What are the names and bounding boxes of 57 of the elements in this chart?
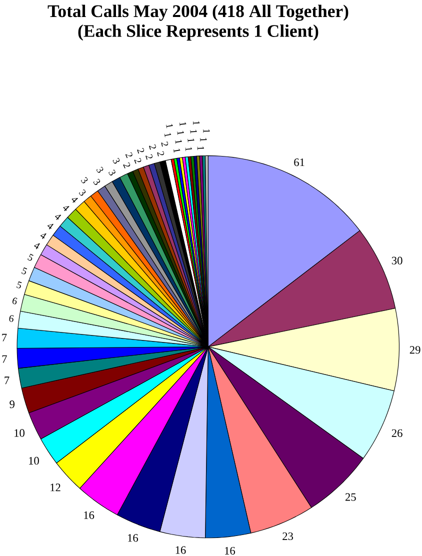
data-label: 1 — [175, 140, 182, 144]
data-label: 1 — [203, 129, 210, 133]
data-label: 2 — [134, 158, 142, 164]
data-label: 61 — [294, 158, 304, 166]
data-label: 4 — [47, 224, 54, 230]
data-label: 2 — [148, 144, 156, 150]
data-label: 1 — [200, 138, 207, 142]
data-label: 7 — [4, 376, 10, 384]
data-label: 3 — [80, 177, 88, 184]
data-label: 4 — [63, 206, 70, 212]
data-label: 3 — [93, 178, 100, 185]
data-label: 6 — [9, 315, 14, 322]
data-label: 1 — [173, 148, 180, 153]
data-label: 29 — [410, 346, 420, 354]
data-label: 16 — [128, 534, 138, 542]
data-label: 10 — [28, 456, 39, 465]
data-label: 16 — [224, 546, 235, 555]
data-label: 1 — [166, 124, 173, 128]
data-label: 2 — [145, 154, 152, 160]
data-label: 2 — [123, 162, 130, 168]
data-label: 12 — [50, 484, 60, 492]
data-label: 5 — [21, 267, 27, 274]
data-label: 26 — [392, 429, 402, 437]
data-label: 1 — [164, 132, 172, 138]
data-label: 2 — [137, 148, 144, 154]
data-label: 2 — [157, 151, 164, 156]
data-label: 1 — [192, 121, 200, 125]
data-label: 5 — [16, 281, 22, 288]
data-label: 10 — [14, 429, 24, 437]
data-label: 1 — [190, 130, 197, 134]
data-label: 1 — [179, 122, 186, 126]
data-label: 4 — [72, 198, 78, 203]
data-label: 25 — [345, 493, 356, 501]
data-label: 1 — [185, 147, 192, 152]
data-label: 2 — [125, 152, 132, 158]
data-label: 9 — [10, 400, 14, 408]
chart-subtitle: (Each Slice Represents 1 Client) — [78, 24, 318, 41]
data-label: 1 — [177, 130, 184, 136]
data-label: 4 — [34, 243, 40, 250]
data-label: 1 — [188, 138, 194, 142]
data-label: 6 — [12, 298, 18, 304]
data-label: 16 — [176, 546, 186, 554]
data-label: 7 — [2, 334, 7, 342]
chart-title: Total Calls May 2004 (418 All Together) — [48, 4, 348, 21]
data-label: 7 — [2, 355, 7, 363]
data-label: 2 — [161, 142, 168, 147]
data-label: 3 — [108, 170, 116, 176]
data-label: 3 — [96, 166, 104, 173]
data-label: 1 — [197, 146, 204, 150]
data-label: 23 — [282, 532, 293, 540]
data-label: 16 — [84, 511, 94, 519]
data-label: 3 — [78, 189, 86, 196]
data-label: 30 — [392, 256, 402, 264]
data-label: 4 — [40, 233, 46, 240]
data-label: 4 — [54, 214, 62, 220]
data-label: 3 — [112, 158, 120, 164]
data-label: 5 — [27, 254, 34, 261]
